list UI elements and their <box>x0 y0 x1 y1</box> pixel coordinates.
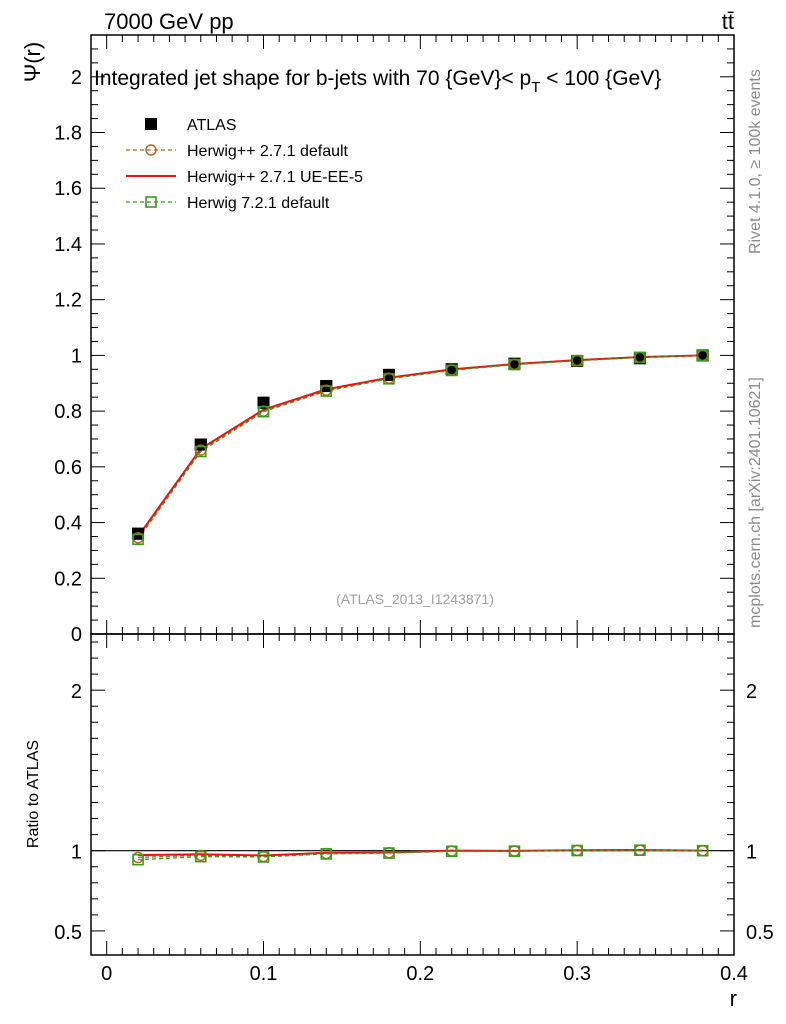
analysis-label: (ATLAS_2013_I1243871) <box>336 591 494 607</box>
rivet-label: Rivet 4.1.0, ≥ 100k events <box>747 69 764 254</box>
legend-herwig-7-2-1-default-label: Herwig 7.2.1 default <box>187 195 330 212</box>
main-point-herwig-7-2-1-default <box>445 364 458 377</box>
legend-atlas-label: ATLAS <box>187 117 237 134</box>
main-point-herwig-7-2-1-default <box>571 354 583 367</box>
main-point-atlas <box>696 349 709 362</box>
main-point-herwig-7-2-1-default <box>320 385 333 397</box>
legend-herwig-2-7-1-default-label: Herwig++ 2.7.1 default <box>187 143 349 160</box>
title-main: Integrated jet shape for b-jets with 70 … <box>94 67 531 90</box>
ratio-y-tick-label: 0.5 <box>54 922 82 944</box>
process-label: tt̄ <box>722 9 734 34</box>
energy-label: 7000 GeV pp <box>104 9 234 34</box>
ratio-point-herwig-7-2-1-default <box>571 844 583 857</box>
ratio-panel-frame <box>90 633 735 956</box>
main-line-herwig-2-7-1-default <box>137 354 703 539</box>
main-y-tick-label: 0.6 <box>54 457 82 479</box>
main-y-tick-label: 1.8 <box>54 123 82 145</box>
ratio-point-herwig-7-2-1-default <box>320 848 333 860</box>
legend-herwig-2-7-1-ue-ee-5-label: Herwig++ 2.7.1 UE-EE-5 <box>187 169 363 186</box>
legend-herwig-2-7-1-default-marker <box>145 144 157 156</box>
ratio-point-herwig-7-2-1-default <box>194 850 207 863</box>
legend: ATLAS Herwig++ 2.7.1 default Herwig++ 2.7.… <box>126 117 363 212</box>
main-line-herwig-2-7-1-ue-ee-5 <box>137 354 703 538</box>
ratio-point-herwig-7-2-1-default <box>383 847 395 859</box>
ratio-line-herwig-7-2-1-default <box>138 849 703 861</box>
main-axis-ticks: 0 0.2 0.4 0.6 0.8 1 1.2 1.4 1.6 1.8 2 <box>54 34 735 646</box>
ratio-point-herwig-7-2-1-default <box>634 844 646 856</box>
main-point-herwig-7-2-1-default <box>194 445 207 458</box>
main-y-tick-label: 1 <box>71 345 82 367</box>
main-point-herwig-7-2-1-default <box>696 349 709 362</box>
legend-atlas-marker <box>145 118 157 130</box>
main-point-atlas <box>382 368 395 381</box>
main-point-herwig-7-2-1-default <box>634 351 646 364</box>
main-point-herwig-7-2-1-default <box>257 405 270 418</box>
main-y-tick-label: 2 <box>71 67 82 89</box>
ratio-point-herwig-7-2-1-default <box>132 853 144 866</box>
main-point-atlas <box>257 396 270 409</box>
main-y-tick-label: 0.4 <box>54 513 82 535</box>
main-title: Integrated jet shape for b-jets with 70 … <box>94 67 661 96</box>
ratio-y-tick-label-right: 1 <box>746 842 757 864</box>
main-point-herwig-7-2-1-default <box>508 358 521 371</box>
site-label: mcplots.cern.ch [arXiv:2401.10621] <box>747 377 764 628</box>
x-tick-label: 0.3 <box>563 963 591 985</box>
x-tick-label: 0 <box>101 963 112 985</box>
legend-herwig-7-2-1-default-marker <box>145 196 157 208</box>
ratio-point-herwig-7-2-1-default <box>257 851 270 863</box>
ratio-y-tick-label-right: 0.5 <box>746 922 774 944</box>
main-point-herwig-7-2-1-default <box>132 533 144 546</box>
title-subscript: T <box>531 79 540 96</box>
ratio-y-tick-label-right: 2 <box>746 681 757 703</box>
main-y-tick-label: 1.6 <box>54 178 82 200</box>
main-y-tick-label: 1.4 <box>54 234 82 256</box>
title-end: < 100 {GeV} <box>540 67 661 90</box>
main-y-tick-label: 0.2 <box>54 568 82 590</box>
x-tick-label: 0.1 <box>250 963 278 985</box>
main-point-herwig-7-2-1-default <box>383 372 395 385</box>
x-axis-label: r <box>730 986 737 1011</box>
ratio-point-herwig-7-2-1-default <box>696 844 709 857</box>
x-tick-label: 0.2 <box>406 963 434 985</box>
ratio-series-group <box>132 844 709 866</box>
main-series-group <box>132 349 709 546</box>
ratio-point-herwig-7-2-1-default <box>445 845 458 858</box>
ratio-ylabel: Ratio to ATLAS <box>25 740 42 848</box>
ratio-axis-ticks: 0.5 0.5 1 1 2 2 0 0.1 0.2 0.3 0.4 <box>54 634 774 985</box>
main-y-tick-label: 0.8 <box>54 401 82 423</box>
ratio-y-tick-label: 2 <box>71 681 82 703</box>
main-ylabel: Ψ(r) <box>20 42 45 82</box>
ratio-point-herwig-7-2-1-default <box>508 845 521 857</box>
main-line-herwig-7-2-1-default <box>137 354 703 540</box>
main-y-tick-label: 1.2 <box>54 290 82 312</box>
x-tick-label: 0.4 <box>720 963 748 985</box>
main-y-tick-label: 0 <box>71 624 82 646</box>
ratio-y-tick-label: 1 <box>71 842 82 864</box>
